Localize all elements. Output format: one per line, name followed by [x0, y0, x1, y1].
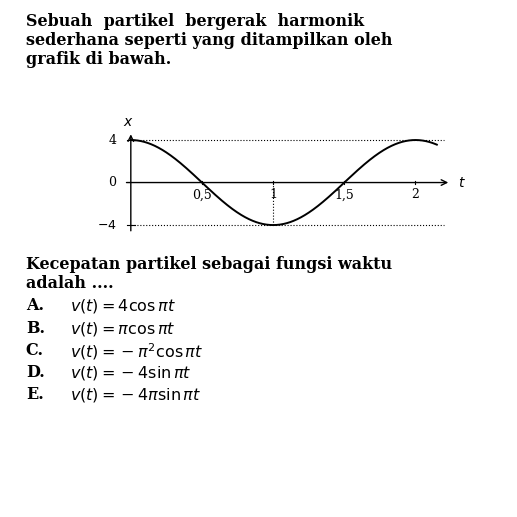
Text: $t$: $t$ [458, 176, 466, 190]
Text: 4: 4 [109, 133, 117, 146]
Text: E.: E. [26, 386, 43, 403]
Text: $v(t) = -4 \sin \pi t$: $v(t) = -4 \sin \pi t$ [70, 364, 191, 382]
Text: sederhana seperti yang ditampilkan oleh: sederhana seperti yang ditampilkan oleh [26, 32, 392, 49]
Text: B.: B. [26, 320, 45, 337]
Text: adalah ....: adalah .... [26, 275, 113, 292]
Text: 0,5: 0,5 [192, 188, 212, 202]
Text: 2: 2 [412, 188, 419, 202]
Text: 0: 0 [109, 176, 117, 189]
Text: $-4$: $-4$ [97, 219, 117, 232]
Text: grafik di bawah.: grafik di bawah. [26, 51, 171, 68]
Text: 1,5: 1,5 [334, 188, 354, 202]
Text: C.: C. [26, 342, 44, 359]
Text: Kecepatan partikel sebagai fungsi waktu: Kecepatan partikel sebagai fungsi waktu [26, 256, 392, 273]
Text: 1: 1 [269, 188, 277, 202]
Text: $v(t) = 4 \cos \pi t$: $v(t) = 4 \cos \pi t$ [70, 297, 176, 315]
Text: $v(t) = \pi \cos \pi t$: $v(t) = \pi \cos \pi t$ [70, 320, 175, 338]
Text: $x$: $x$ [123, 115, 133, 129]
Text: Sebuah  partikel  bergerak  harmonik: Sebuah partikel bergerak harmonik [26, 13, 364, 30]
Text: D.: D. [26, 364, 44, 381]
Text: $v(t) = -4\pi \sin \pi t$: $v(t) = -4\pi \sin \pi t$ [70, 386, 201, 404]
Text: $v(t) = -\pi^2 \cos \pi t$: $v(t) = -\pi^2 \cos \pi t$ [70, 342, 203, 362]
Text: A.: A. [26, 297, 44, 314]
